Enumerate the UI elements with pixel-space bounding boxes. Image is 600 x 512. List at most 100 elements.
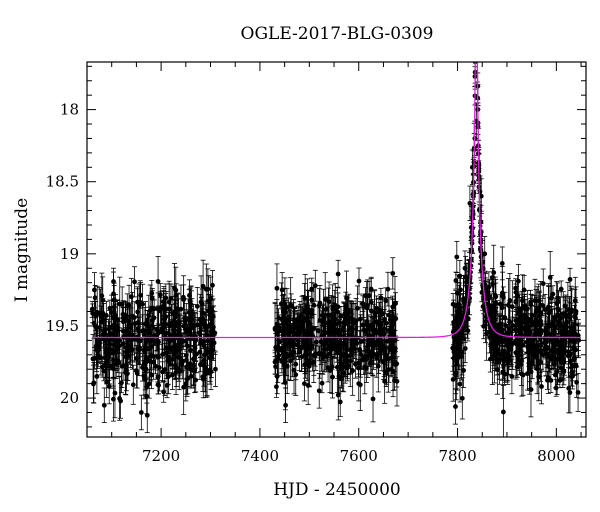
data-marker <box>119 363 125 369</box>
data-point <box>161 381 167 403</box>
data-marker <box>149 290 155 296</box>
data-marker <box>125 318 131 324</box>
data-marker <box>566 385 572 391</box>
data-marker <box>357 347 363 352</box>
data-marker <box>356 278 362 284</box>
data-marker <box>105 355 111 361</box>
data-marker <box>175 306 180 312</box>
data-marker <box>338 313 344 319</box>
data-point <box>179 342 185 380</box>
data-point <box>159 361 165 383</box>
data-marker <box>93 313 99 319</box>
data-point <box>112 303 118 358</box>
data-point <box>168 283 174 314</box>
data-marker <box>367 361 373 366</box>
data-marker <box>137 338 143 344</box>
data-marker <box>108 342 113 347</box>
data-marker <box>100 316 106 322</box>
data-marker <box>188 366 194 372</box>
data-point <box>178 284 184 334</box>
data-point <box>136 283 142 328</box>
data-marker <box>283 358 288 364</box>
data-marker <box>322 297 328 302</box>
data-marker <box>160 369 165 375</box>
data-marker <box>281 308 286 314</box>
data-marker <box>311 352 317 358</box>
data-marker <box>457 273 463 279</box>
data-point <box>108 309 114 358</box>
data-marker <box>332 330 338 336</box>
data-marker <box>172 285 177 291</box>
data-marker <box>192 345 198 351</box>
data-marker <box>181 297 187 302</box>
data-marker <box>100 332 106 338</box>
data-marker <box>567 390 573 395</box>
data-marker <box>344 295 349 301</box>
data-marker <box>161 389 167 395</box>
data-marker <box>308 331 313 337</box>
data-marker <box>342 321 348 327</box>
data-marker <box>90 356 96 362</box>
data-marker <box>103 313 109 318</box>
data-marker <box>392 360 398 366</box>
data-marker <box>155 279 161 284</box>
data-marker <box>184 364 190 370</box>
data-point <box>473 21 478 55</box>
data-marker <box>515 278 521 284</box>
data-marker <box>351 346 357 352</box>
data-marker <box>210 282 215 288</box>
data-marker <box>287 327 293 333</box>
data-point <box>181 275 187 324</box>
data-marker <box>166 299 172 305</box>
data-point <box>567 267 573 291</box>
data-marker <box>128 337 133 343</box>
data-point <box>122 301 128 330</box>
data-marker <box>348 352 354 357</box>
data-marker <box>274 384 279 390</box>
data-marker <box>364 319 370 325</box>
data-marker <box>153 363 158 369</box>
data-marker <box>130 382 136 388</box>
data-marker <box>112 328 118 333</box>
data-marker <box>151 306 157 312</box>
data-marker <box>209 348 215 354</box>
data-marker <box>203 286 209 292</box>
data-marker <box>110 357 116 363</box>
data-marker <box>206 298 212 304</box>
data-point <box>212 310 218 355</box>
data-marker <box>208 334 214 339</box>
data-point <box>112 367 118 419</box>
data-marker <box>202 321 208 327</box>
data-marker <box>340 327 346 333</box>
data-marker <box>392 301 398 306</box>
data-point <box>197 324 203 380</box>
data-marker <box>324 354 330 359</box>
data-marker <box>185 343 191 349</box>
data-marker <box>95 348 100 354</box>
data-marker <box>202 365 208 371</box>
data-marker <box>370 396 376 402</box>
data-marker <box>149 296 155 301</box>
data-marker <box>179 358 185 364</box>
data-marker <box>159 327 165 333</box>
data-marker <box>296 338 301 344</box>
data-point <box>209 270 215 301</box>
data-marker <box>181 384 187 390</box>
data-marker <box>305 342 311 348</box>
data-marker <box>475 57 480 62</box>
data-marker <box>192 367 198 373</box>
data-marker <box>200 376 206 382</box>
data-marker <box>338 341 343 347</box>
data-marker <box>132 321 138 327</box>
data-marker <box>390 270 396 276</box>
data-marker <box>141 331 147 337</box>
data-marker <box>358 339 364 345</box>
data-marker <box>136 302 142 308</box>
data-point <box>174 292 180 325</box>
data-marker <box>146 381 152 387</box>
data-marker <box>274 285 280 291</box>
data-marker <box>142 367 148 373</box>
data-marker <box>172 362 178 368</box>
data-point <box>130 364 136 405</box>
data-marker <box>191 322 196 328</box>
